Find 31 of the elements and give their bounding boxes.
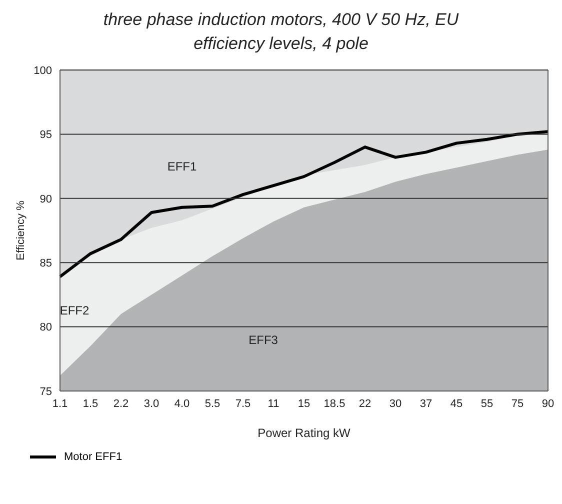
x-tick-label: 5.5 [204,398,220,410]
y-tick-label: 90 [40,193,52,206]
x-tick-label: 45 [450,398,463,410]
x-tick-label: 75 [511,398,524,410]
y-tick-label: 95 [40,129,52,142]
y-tick-label: 80 [40,322,52,334]
line-series [58,130,550,278]
y-tick-label: 100 [34,64,52,77]
x-tick-label: 30 [389,398,402,410]
annotation: EFF1 [167,160,197,174]
series-label: EFF3 [248,332,278,347]
x-axis-title: Power Rating kW [258,426,352,440]
series-label: EFF2 [60,303,90,318]
x-tick-label: 2.2 [113,398,129,410]
x-tick-label: 4.0 [174,398,190,410]
x-tick-label: 3.0 [144,398,160,410]
x-tick-label: 1.5 [82,398,98,410]
y-tick-label: 85 [40,258,52,270]
x-tick-label: 22 [358,398,372,410]
x-tick-label: 11 [268,398,280,410]
y-axis-title: Efficiency % [14,200,27,260]
x-tick-label: 37 [420,398,432,410]
x-tick-label: 1.1 [52,398,68,410]
y-tick-label: 75 [40,386,52,398]
legend-label: Motor EFF1 [64,451,122,463]
x-tick-label: 90 [542,398,554,410]
x-tick-label: 55 [480,398,494,410]
x-tick-label: 18.5 [324,398,346,410]
x-tick-label: 7.5 [235,398,251,410]
chart-title: three phase induction motors, 400 V 50 Hz, EU efficiency levels, 4 pole [102,9,460,55]
x-tick-label: 15 [298,398,310,410]
